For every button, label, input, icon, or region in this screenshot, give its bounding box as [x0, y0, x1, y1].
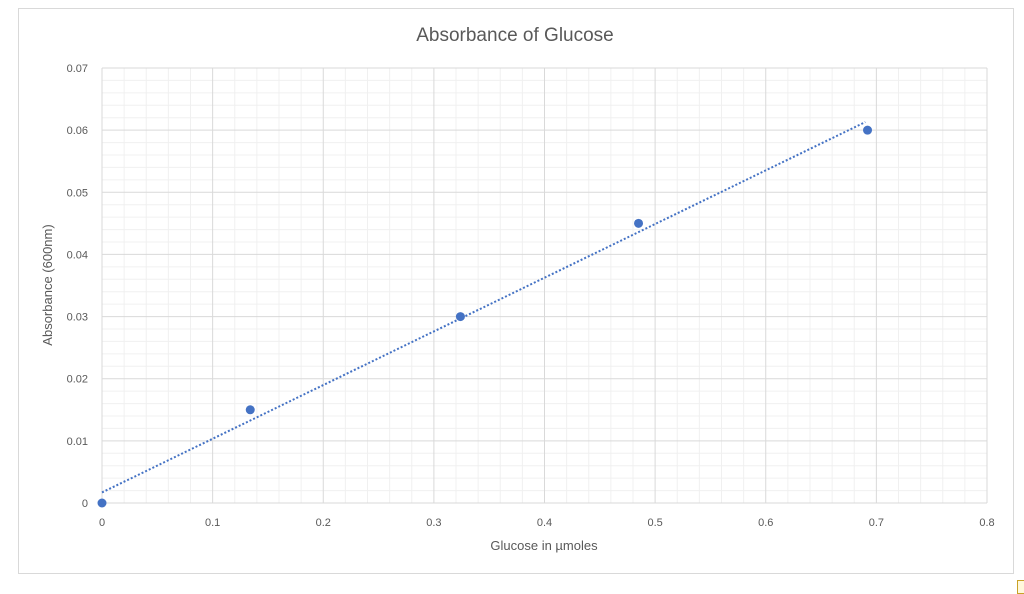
x-tick-label: 0.1: [205, 517, 220, 529]
x-tick-label: 0.7: [869, 517, 884, 529]
x-tick-labels: 0 0.1 0.2 0.3 0.4 0.5 0.6 0.7 0.8: [99, 517, 995, 529]
x-axis-title: Glucose in µmoles: [490, 538, 598, 553]
x-tick-label: 0.6: [758, 517, 773, 529]
x-tick-label: 0.4: [537, 517, 552, 529]
chart-title: Absorbance of Glucose: [416, 25, 614, 46]
major-gridlines: [101, 67, 988, 504]
x-tick-label: 0.3: [426, 517, 441, 529]
data-points: [97, 125, 873, 508]
y-tick-label: 0.01: [67, 436, 88, 448]
data-point: [97, 498, 107, 508]
data-point: [863, 125, 873, 135]
y-tick-label: 0.03: [67, 312, 88, 324]
data-point: [634, 218, 644, 228]
linear-trendline: [101, 121, 866, 494]
y-tick-label: 0.06: [67, 125, 88, 137]
x-tick-label: 0: [99, 517, 105, 529]
x-tick-label: 0.5: [647, 517, 662, 529]
data-point: [455, 312, 465, 322]
y-tick-label: 0: [82, 498, 88, 510]
y-tick-label: 0.02: [67, 374, 88, 386]
x-tick-label: 0.8: [979, 517, 994, 529]
data-point: [245, 405, 255, 415]
y-tick-labels: 0 0.01 0.02 0.03 0.04 0.05 0.06 0.07: [67, 63, 88, 510]
y-tick-label: 0.04: [67, 249, 88, 261]
y-axis-title: Absorbance (600nm): [40, 224, 55, 345]
y-tick-label: 0.07: [67, 63, 88, 75]
y-tick-label: 0.05: [67, 187, 88, 199]
x-tick-label: 0.2: [316, 517, 331, 529]
trendline-group: [101, 121, 866, 494]
